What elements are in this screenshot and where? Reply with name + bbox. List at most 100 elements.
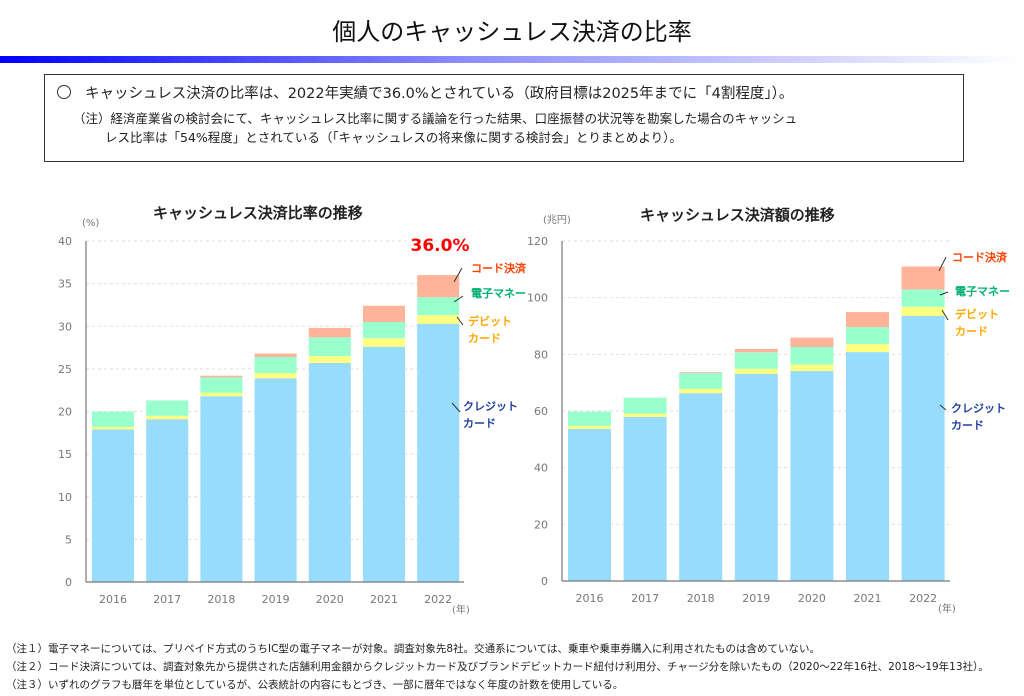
bar-segment-debit [679,388,723,394]
bar-segment-emoney [679,373,723,389]
series-label-emoney: 電子マネー [955,285,1010,298]
x-tick-label: 2022 [909,592,937,605]
bar-segment-credit [363,346,405,582]
bar-segment-credit [901,315,945,581]
x-tick-label: 2020 [316,593,344,606]
y-axis-unit: (%) [82,218,99,229]
summary-note: （注）経済産業省の検討会にて、キャッシュレス比率に関する議論を行った結果、口座振… [57,109,953,147]
footnote-3: （注３）いずれのグラフも暦年を単位としているが、公表統計の内容にもとづき、一部に… [6,679,624,691]
bar-segment-debit [200,392,243,397]
footnotes: （注１）電子マネーについては、プリペイド方式のうちIC型の電子マネーが対象。調査… [6,640,1016,694]
series-label-code: コード決済 [471,261,527,275]
series-label-debit: デビット [955,307,999,321]
page-title: 個人のキャッシュレス決済の比率 [332,18,692,46]
bar-segment-debit [623,413,667,417]
bar-segment-code [200,375,243,378]
y-tick-label: 120 [527,235,548,248]
bar-segment-credit [417,323,460,582]
x-tick-label: 2019 [742,592,770,605]
legend-leader-line [456,316,464,326]
bar-segment-credit [568,428,611,581]
bar-segment-debit [146,415,189,420]
series-label-credit: クレジット [951,402,1006,415]
bar-segment-emoney [901,289,945,307]
bar-segment-emoney [417,297,460,316]
y-tick-label: 80 [534,348,548,361]
y-tick-label: 0 [541,575,548,588]
bar-segment-code [901,266,945,290]
summary-note-line1: （注）経済産業省の検討会にて、キャッシュレス比率に関する議論を行った結果、口座振… [73,111,798,126]
legend-leader-line [941,309,949,321]
bar-segment-credit [254,378,297,582]
bar-segment-emoney [363,321,405,339]
x-tick-label: 2017 [153,593,181,606]
y-tick-label: 35 [58,278,72,291]
annotation-2022-ratio: 36.0% [411,236,470,256]
summary-main-text: キャッシュレス決済の比率は、2022年実績で36.0%とされている（政府目標は2… [85,86,794,102]
x-tick-label: 2016 [99,593,127,606]
x-tick-label: 2018 [687,592,715,605]
bar-segment-code [363,305,405,322]
y-tick-label: 60 [534,405,548,418]
series-label-credit: カード [951,419,984,432]
x-tick-label: 2016 [576,592,604,605]
bar-segment-code [790,337,834,347]
footnote-1: （注１）電子マネーについては、プリペイド方式のうちIC型の電子マネーが対象。調査… [6,643,821,655]
series-label-credit: カード [463,417,496,430]
bar-segment-credit [623,416,667,581]
bar-segment-debit [568,425,611,429]
bar-segment-debit [308,356,351,363]
bar-segment-debit [417,315,460,324]
bar-segment-credit [200,396,243,582]
chart-title-amount: キャッシュレス決済額の推移 [640,206,835,224]
x-tick-label: 2021 [370,593,398,606]
x-tick-label: 2018 [207,593,235,606]
bar-segment-emoney [308,337,351,357]
y-tick-label: 40 [534,462,548,475]
series-label-emoney: 電子マネー [471,287,526,300]
bar-segment-credit [679,393,723,581]
bar-segment-emoney [790,346,834,365]
footnote-2: （注２）コード決済については、調査対象先から提供された店舗利用金額からクレジット… [6,661,989,673]
y-tick-label: 30 [58,320,72,333]
y-axis-unit: (兆円) [543,214,571,226]
legend-leader-line [939,291,949,296]
bar-segment-emoney [92,411,134,427]
x-axis-unit: (年) [938,602,956,615]
bar-segment-emoney [254,356,297,374]
bar-segment-debit [254,373,297,379]
bar-segment-emoney [734,352,778,369]
series-label-credit: クレジット [463,400,518,413]
x-tick-label: 2017 [631,592,659,605]
x-tick-label: 2022 [424,593,452,606]
legend-leader-line [453,267,463,283]
bar-segment-emoney [568,411,611,426]
y-tick-label: 5 [65,533,72,546]
bar-segment-code [254,353,297,357]
series-label-debit: カード [955,325,988,338]
legend-leader-line [939,404,947,411]
bar-segment-credit [146,419,189,582]
summary-note-line2: レス比率は「54%程度」とされている（「キャッシュレスの将来像に関する検討会」と… [105,130,682,145]
chart-title-ratio: キャッシュレス決済比率の推移 [153,204,363,222]
bar-segment-credit [92,429,134,582]
bar-segment-debit [734,368,778,374]
bar-segment-code [417,275,460,298]
bar-segment-debit [901,306,945,316]
x-tick-label: 2021 [854,592,882,605]
legend-leader-line [938,256,947,272]
legend-leader-line [453,295,464,303]
bar-segment-credit [734,373,778,581]
bar-segment-emoney [200,377,243,393]
circle-bullet-icon [57,85,71,99]
bar-segment-credit [308,362,351,582]
bar-segment-credit [846,352,889,581]
x-tick-label: 2020 [798,592,826,605]
bar-segment-credit [790,371,834,581]
bar-segment-debit [363,338,405,347]
y-tick-label: 40 [58,235,72,248]
y-tick-label: 10 [58,491,72,504]
y-tick-label: 20 [534,518,548,531]
y-tick-label: 25 [58,363,72,376]
